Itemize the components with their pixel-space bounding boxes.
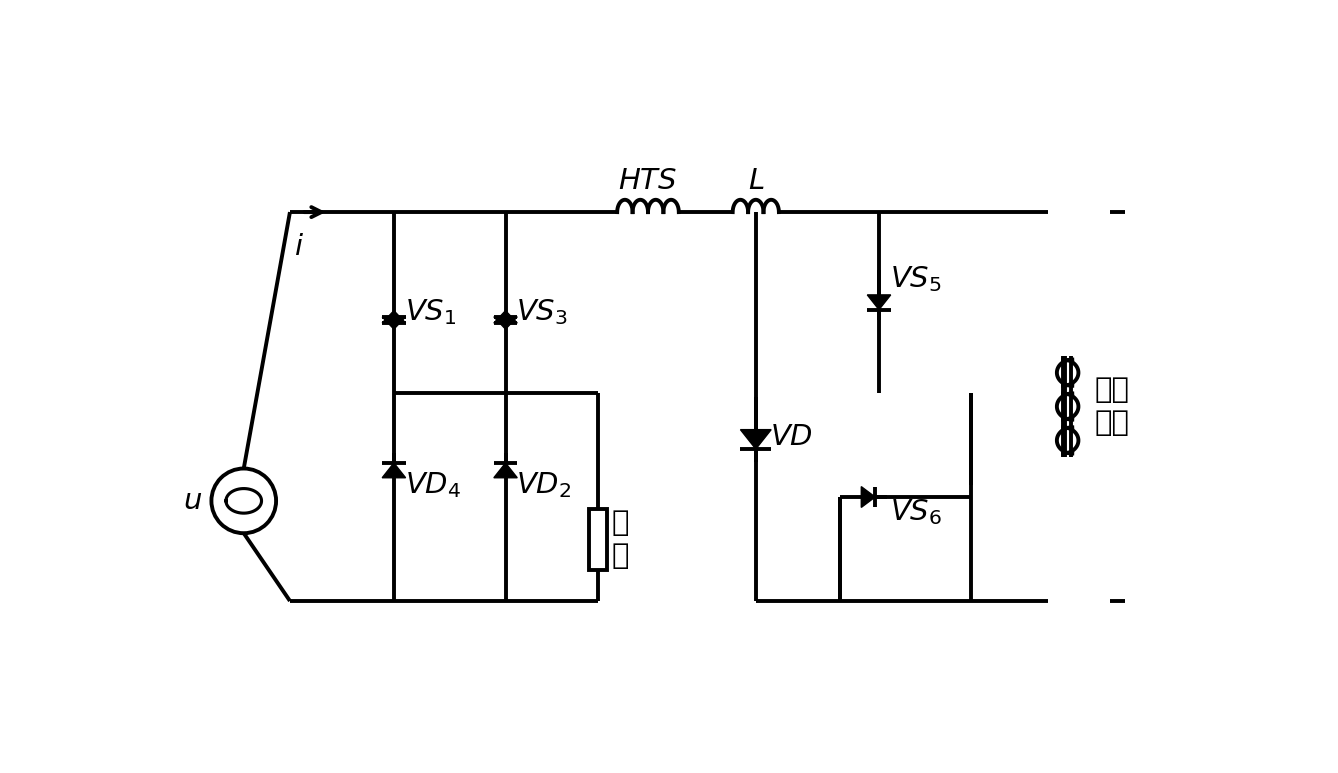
Text: $VD_4$: $VD_4$ [404, 471, 460, 500]
Text: 辅助
电源: 辅助 电源 [1094, 376, 1129, 437]
Polygon shape [494, 311, 518, 323]
Polygon shape [494, 463, 518, 478]
Polygon shape [494, 317, 518, 329]
Bar [589, 509, 607, 570]
Text: $VS_6$: $VS_6$ [890, 498, 942, 527]
Polygon shape [862, 487, 875, 507]
Text: $VS_1$: $VS_1$ [404, 298, 456, 327]
Text: 负
载: 负 载 [611, 509, 629, 570]
Text: $L$: $L$ [748, 167, 764, 195]
Polygon shape [867, 295, 891, 310]
Text: $HTS$: $HTS$ [618, 167, 677, 195]
Text: $VD$: $VD$ [769, 424, 812, 451]
Text: $VS_3$: $VS_3$ [516, 298, 569, 327]
Text: $VD_2$: $VD_2$ [516, 471, 571, 500]
Text: $u$: $u$ [183, 487, 202, 515]
Text: $i$: $i$ [294, 233, 304, 261]
Polygon shape [383, 317, 405, 329]
Polygon shape [383, 463, 405, 478]
Text: $VS_5$: $VS_5$ [890, 264, 942, 295]
Polygon shape [383, 311, 405, 323]
Polygon shape [740, 430, 771, 449]
